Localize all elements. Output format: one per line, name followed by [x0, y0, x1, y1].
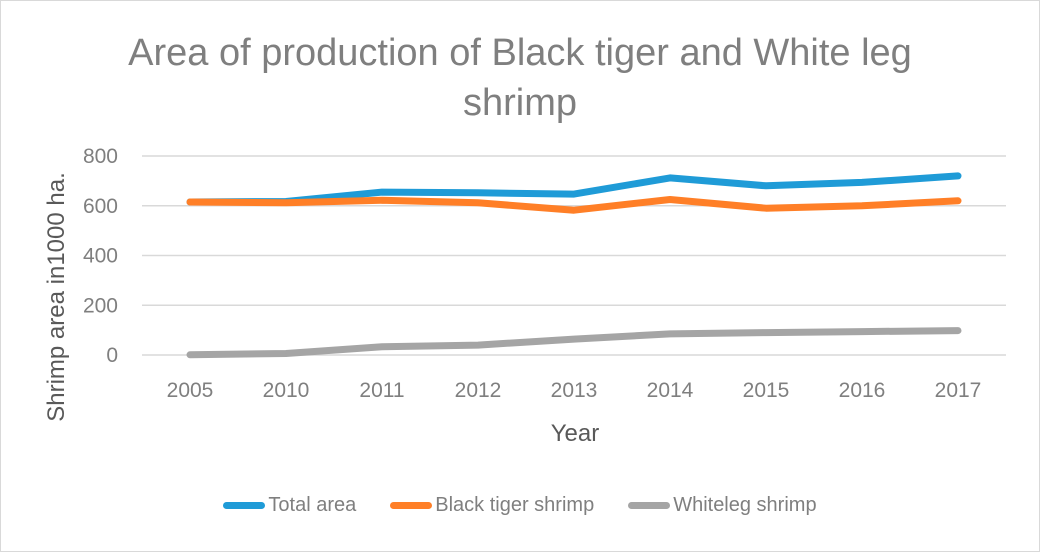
chart-title-line-2: shrimp [462, 82, 578, 124]
data-point [765, 207, 767, 209]
data-point [381, 199, 383, 201]
data-point [669, 333, 671, 335]
data-point [477, 192, 479, 194]
series-line-black-tiger-shrimp [186, 196, 962, 214]
x-tick-label: 2016 [839, 379, 886, 402]
y-tick-label: 800 [83, 145, 118, 168]
data-point [381, 191, 383, 193]
data-point [861, 205, 863, 207]
data-point [477, 344, 479, 346]
data-point [477, 202, 479, 204]
data-point [957, 330, 959, 332]
x-tick-label: 2012 [455, 379, 502, 402]
legend-item: Total area [223, 494, 356, 517]
x-axis-title: Year [551, 420, 600, 447]
x-tick-label: 2014 [647, 379, 694, 402]
legend-item: Whiteleg shrimp [628, 494, 817, 517]
chart-title-line-1: Area of production of Black tiger and Wh… [128, 32, 912, 74]
data-point [573, 193, 575, 195]
x-tick-label: 2005 [167, 379, 214, 402]
data-point [381, 346, 383, 348]
legend: Total area Black tiger shrimp Whiteleg shr… [0, 494, 1040, 517]
data-point [765, 185, 767, 187]
x-tick-label: 2015 [743, 379, 790, 402]
y-axis-title: Shrimp area in1000 ha. [43, 172, 70, 422]
legend-line-icon [223, 502, 266, 509]
y-tick-label: 600 [83, 195, 118, 218]
x-tick-label: 2017 [935, 379, 982, 402]
legend-label: Total area [268, 494, 357, 516]
data-point [861, 181, 863, 183]
data-point [669, 177, 671, 179]
x-tick-labels: 2005 2010 2011 2012 2013 2014 2015 2016 2017 [167, 379, 982, 402]
y-tick-label: 400 [83, 245, 118, 268]
chart-title: Area of production of Black tiger and Wh… [0, 28, 1040, 128]
y-tick-labels: 0 200 400 600 800 [83, 145, 118, 367]
data-point [957, 175, 959, 177]
series-lines [186, 172, 962, 359]
data-point [573, 338, 575, 340]
data-point [189, 201, 191, 203]
x-tick-label: 2010 [263, 379, 310, 402]
data-point [285, 202, 287, 204]
x-tick-label: 2011 [359, 379, 404, 402]
data-point [957, 200, 959, 202]
legend-line-icon [628, 502, 671, 509]
legend-line-icon [390, 502, 433, 509]
series-line-whiteleg-shrimp [186, 327, 962, 359]
data-point [861, 331, 863, 333]
data-point [765, 332, 767, 334]
gridlines [142, 155, 1006, 356]
legend-label: Whiteleg shrimp [673, 494, 817, 516]
y-tick-label: 200 [83, 294, 118, 317]
data-point [285, 353, 287, 355]
data-point [669, 199, 671, 201]
data-point [189, 354, 191, 356]
y-tick-label: 0 [106, 344, 118, 367]
data-point [573, 209, 575, 211]
legend-label: Black tiger shrimp [435, 494, 595, 516]
x-tick-label: 2013 [551, 379, 598, 402]
legend-item: Black tiger shrimp [390, 494, 594, 517]
series-line-total-area [186, 172, 962, 206]
